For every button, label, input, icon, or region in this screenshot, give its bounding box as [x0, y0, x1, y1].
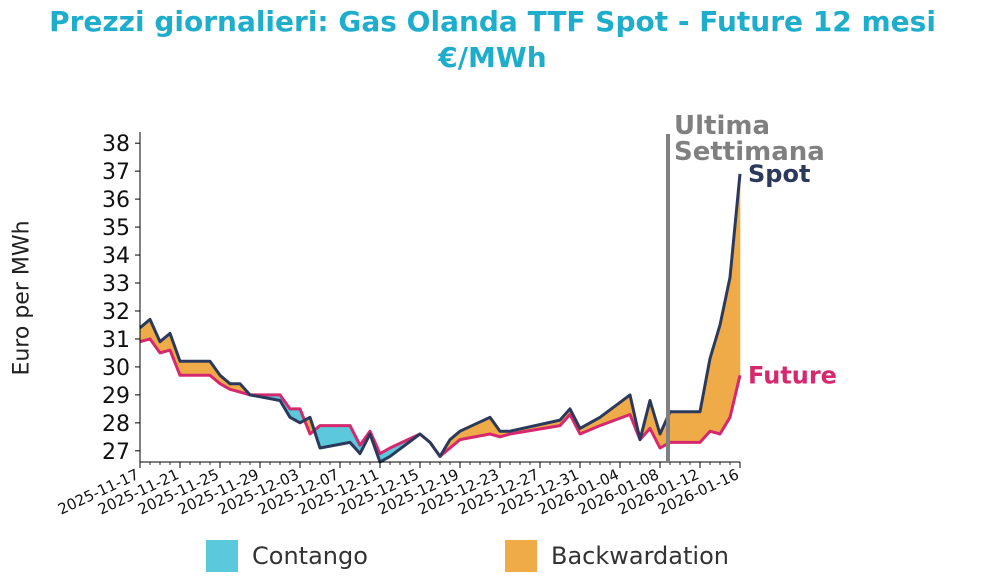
- y-tick-label: 31: [102, 328, 130, 353]
- y-tick-label: 32: [102, 300, 130, 325]
- legend-backwardation: Backwardation: [505, 538, 729, 574]
- chart-title-line1: Prezzi giornalieri: Gas Olanda TTF Spot …: [49, 5, 936, 38]
- y-tick-label: 29: [102, 384, 130, 409]
- y-tick-label: 30: [102, 356, 130, 381]
- legend-backwardation-label: Backwardation: [551, 542, 729, 570]
- spot-label: Spot: [748, 160, 810, 188]
- y-tick-label: 36: [102, 188, 130, 213]
- chart-title-line2: €/MWh: [438, 41, 547, 74]
- legend-contango-swatch: [206, 540, 238, 572]
- y-tick-label: 27: [102, 440, 130, 465]
- y-tick-label: 35: [102, 216, 130, 241]
- last-week-label-line2: Settimana: [674, 137, 825, 167]
- y-tick-label: 33: [102, 272, 130, 297]
- y-tick-label: 37: [102, 160, 130, 185]
- legend-backwardation-swatch: [505, 540, 537, 572]
- backwardation-area: [669, 411, 701, 443]
- y-tick-label: 28: [102, 412, 130, 437]
- legend-contango: Contango: [206, 538, 368, 574]
- backwardation-area: [179, 361, 211, 376]
- spot-line: [139, 173, 742, 464]
- y-tick-label: 38: [102, 132, 130, 157]
- future-line: [139, 337, 742, 458]
- last-week-label-line1: Ultima: [674, 111, 770, 141]
- future-label: Future: [748, 361, 837, 389]
- legend-contango-label: Contango: [252, 542, 368, 570]
- y-tick-label: 34: [102, 244, 130, 269]
- chart-title: Prezzi giornalieri: Gas Olanda TTF Spot …: [0, 4, 985, 76]
